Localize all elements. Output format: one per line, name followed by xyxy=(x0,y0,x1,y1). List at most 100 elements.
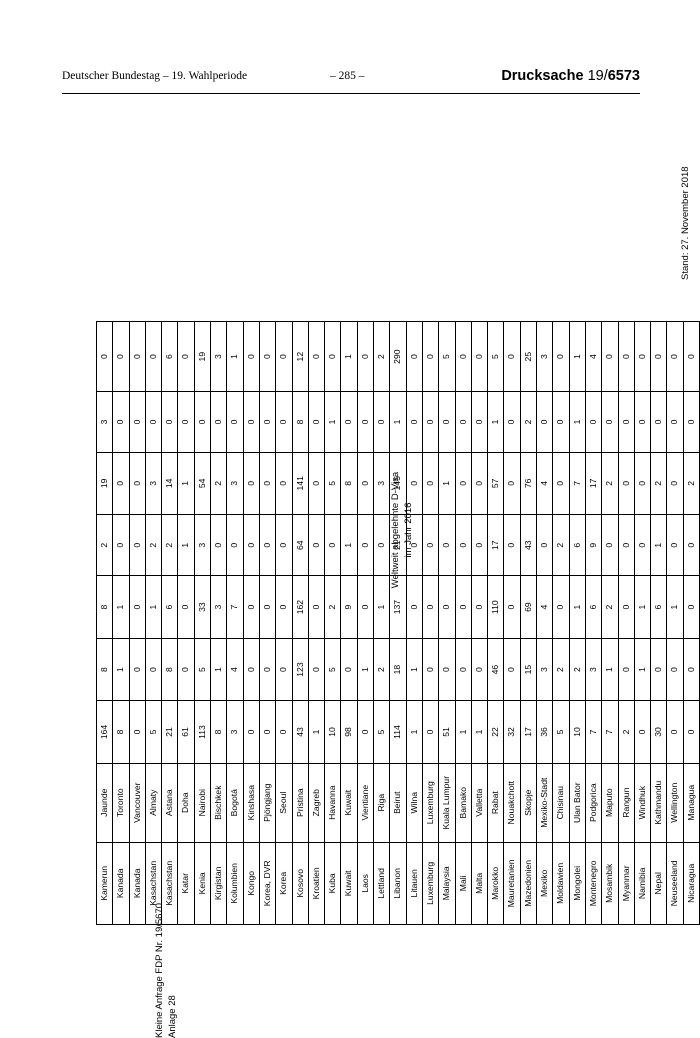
cell-value: 1 xyxy=(406,638,422,700)
cell-value: 98 xyxy=(341,701,357,763)
cell-city: Wilna xyxy=(406,763,422,842)
cell-value: 0 xyxy=(259,638,275,700)
cell-city: Bamako xyxy=(455,763,471,842)
cell-city: Windhuk xyxy=(634,763,650,842)
cell-value: 57 xyxy=(488,452,504,514)
cell-city: Mexiko-Stadt xyxy=(537,763,553,842)
cell-value: 17 xyxy=(520,701,536,763)
cell-value: 0 xyxy=(683,701,699,763)
cell-value: 2 xyxy=(651,452,667,514)
cell-value: 0 xyxy=(243,701,259,763)
cell-value: 1 xyxy=(178,452,194,514)
cell-value: 0 xyxy=(276,576,292,638)
cell-value: 113 xyxy=(194,701,210,763)
cell-value: 0 xyxy=(113,322,129,392)
cell-value: 21 xyxy=(390,515,406,576)
cell-value: 5 xyxy=(553,701,569,763)
cell-country: Mazedonien xyxy=(520,842,536,924)
cell-value: 2 xyxy=(97,515,113,576)
cell-value: 3 xyxy=(374,452,390,514)
cell-value: 19 xyxy=(194,322,210,392)
cell-value: 5 xyxy=(145,701,161,763)
cell-country: Kosovo xyxy=(292,842,308,924)
cell-value: 3 xyxy=(227,701,243,763)
cell-country: Korea xyxy=(276,842,292,924)
cell-value: 0 xyxy=(439,392,455,452)
cell-value: 0 xyxy=(259,392,275,452)
cell-value: 1 xyxy=(455,701,471,763)
cell-country: Neuseeland xyxy=(667,842,683,924)
cell-value: 0 xyxy=(357,392,373,452)
cell-value: 2 xyxy=(325,576,341,638)
cell-city: Astana xyxy=(162,763,178,842)
cell-value: 0 xyxy=(276,701,292,763)
cell-value: 25 xyxy=(520,322,536,392)
cell-value: 0 xyxy=(455,576,471,638)
cell-country: Myanmar xyxy=(618,842,634,924)
cell-value: 0 xyxy=(634,322,650,392)
cell-value: 0 xyxy=(308,322,324,392)
cell-value: 8 xyxy=(97,638,113,700)
cell-value: 0 xyxy=(308,392,324,452)
cell-value: 3 xyxy=(211,576,227,638)
cell-value: 1 xyxy=(569,322,585,392)
cell-city: Kuala Lumpur xyxy=(439,763,455,842)
cell-value: 64 xyxy=(292,515,308,576)
cell-value: 0 xyxy=(553,452,569,514)
cell-value: 0 xyxy=(129,576,145,638)
cell-country: Montenegro xyxy=(585,842,601,924)
cell-value: 1 xyxy=(374,576,390,638)
cell-value: 21 xyxy=(162,701,178,763)
cell-city: Beirut xyxy=(390,763,406,842)
cell-value: 9 xyxy=(585,515,601,576)
cell-value: 0 xyxy=(325,515,341,576)
cell-value: 14 xyxy=(162,452,178,514)
cell-value: 3 xyxy=(537,638,553,700)
cell-value: 0 xyxy=(129,392,145,452)
cell-value: 8 xyxy=(162,638,178,700)
cell-value: 1 xyxy=(471,701,487,763)
cell-value: 0 xyxy=(129,515,145,576)
cell-value: 5 xyxy=(439,322,455,392)
cell-value: 46 xyxy=(488,638,504,700)
cell-country: Korea, DVR xyxy=(259,842,275,924)
cell-value: 0 xyxy=(406,452,422,514)
cell-value: 1 xyxy=(439,452,455,514)
cell-value: 0 xyxy=(455,322,471,392)
cell-value: 2 xyxy=(602,452,618,514)
cell-value: 0 xyxy=(178,638,194,700)
cell-country: Kanada xyxy=(113,842,129,924)
cell-city: Ulan Bator xyxy=(569,763,585,842)
cell-value: 0 xyxy=(683,322,699,392)
cell-value: 137 xyxy=(390,576,406,638)
cell-value: 0 xyxy=(422,322,438,392)
cell-value: 1 xyxy=(406,701,422,763)
cell-value: 7 xyxy=(602,701,618,763)
cell-value: 10 xyxy=(325,701,341,763)
cell-value: 8 xyxy=(341,452,357,514)
cell-value: 0 xyxy=(667,515,683,576)
cell-value: 69 xyxy=(520,576,536,638)
cell-value: 5 xyxy=(488,322,504,392)
cell-value: 123 xyxy=(292,638,308,700)
cell-value: 0 xyxy=(651,638,667,700)
cell-value: 1 xyxy=(634,576,650,638)
cell-value: 4 xyxy=(227,638,243,700)
cell-city: Rabat xyxy=(488,763,504,842)
cell-value: 1 xyxy=(227,322,243,392)
cell-value: 3 xyxy=(585,638,601,700)
